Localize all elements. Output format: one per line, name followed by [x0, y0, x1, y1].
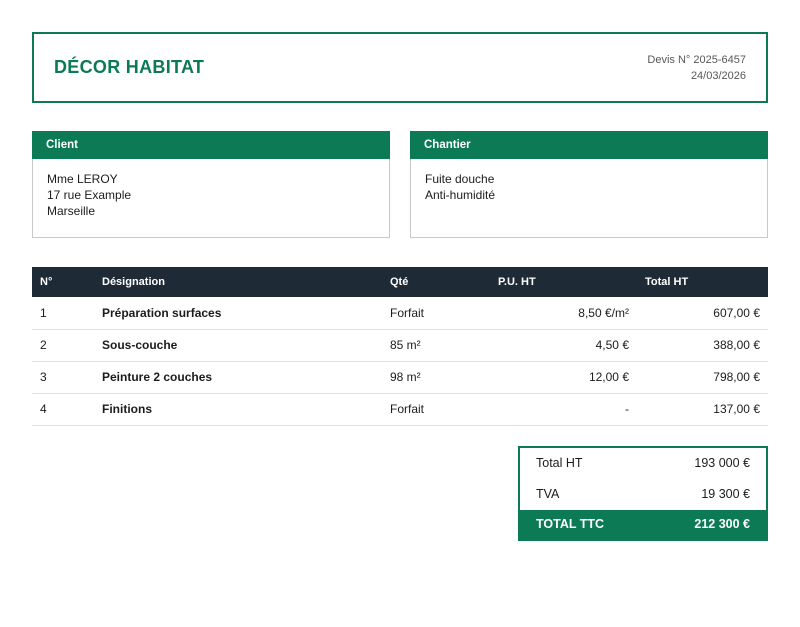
devis-meta: Devis N° 2025-6457 24/03/2026 [647, 52, 746, 84]
total-ttc-label: TOTAL TTC [536, 517, 605, 531]
total-ttc-row: TOTAL TTC 212 300 € [520, 509, 766, 539]
col-header-designation: Désignation [94, 267, 382, 297]
chantier-line-2: Anti-humidité [425, 188, 496, 202]
row-qty: Forfait [382, 393, 490, 426]
row-designation: Peinture 2 couches [94, 361, 382, 394]
devis-date: 24/03/2026 [690, 69, 746, 82]
tva-label: TVA [536, 487, 560, 501]
chantier-box-body: Fuite douche Anti-humidité [410, 159, 768, 238]
row-qty: Forfait [382, 297, 490, 330]
client-city: Marseille [47, 204, 96, 218]
client-box-body: Mme LEROY 17 rue Example Marseille [32, 159, 390, 238]
totals-box: Total HT 193 000 € TVA 19 300 € TOTAL TT… [518, 445, 768, 541]
client-box-title: Client [32, 131, 390, 159]
col-header-pu-ht: P.U. HT [490, 267, 637, 297]
devis-number: Devis N° 2025-6457 [647, 53, 746, 66]
table-row: 4 Finitions Forfait - 137,00 € [32, 393, 768, 426]
row-pu-ht: 4,50 € [490, 329, 637, 362]
items-table-header: N° Désignation Qté P.U. HT Total HT [32, 267, 768, 297]
total-ht-row: Total HT 193 000 € [520, 448, 766, 479]
row-pu-ht: - [490, 393, 637, 426]
row-pu-ht: 12,00 € [490, 361, 637, 394]
chantier-box: Chantier Fuite douche Anti-humidité [410, 131, 768, 238]
row-num: 4 [32, 393, 94, 426]
total-ht-label: Total HT [536, 456, 583, 470]
row-designation: Finitions [94, 393, 382, 426]
row-pu-ht: 8,50 €/m² [490, 297, 637, 330]
row-num: 1 [32, 297, 94, 330]
row-designation: Préparation surfaces [94, 297, 382, 330]
row-qty: 85 m² [382, 329, 490, 362]
tva-row: TVA 19 300 € [520, 479, 766, 510]
client-name: Mme LEROY [47, 172, 118, 186]
client-address: 17 rue Example [47, 188, 132, 202]
row-qty: 98 m² [382, 361, 490, 394]
col-header-total-ht: Total HT [637, 267, 768, 297]
row-total-ht: 388,00 € [637, 329, 768, 362]
chantier-line-1: Fuite douche [425, 172, 495, 186]
company-name: DÉCOR HABITAT [54, 57, 205, 77]
document-header: DÉCOR HABITAT Devis N° 2025-6457 24/03/2… [32, 32, 768, 103]
table-row: 1 Préparation surfaces Forfait 8,50 €/m²… [32, 297, 768, 330]
totals-section: Total HT 193 000 € TVA 19 300 € TOTAL TT… [32, 445, 768, 541]
total-ht-value: 193 000 € [694, 456, 750, 470]
info-row: Client Mme LEROY 17 rue Example Marseill… [32, 131, 768, 238]
total-ttc-value: 212 300 € [694, 517, 750, 531]
row-total-ht: 137,00 € [637, 393, 768, 426]
row-num: 3 [32, 361, 94, 394]
row-total-ht: 607,00 € [637, 297, 768, 330]
tva-value: 19 300 € [701, 487, 750, 501]
row-total-ht: 798,00 € [637, 361, 768, 394]
items-table: N° Désignation Qté P.U. HT Total HT 1 Pr… [32, 267, 768, 426]
table-row: 2 Sous-couche 85 m² 4,50 € 388,00 € [32, 329, 768, 362]
row-num: 2 [32, 329, 94, 362]
client-box: Client Mme LEROY 17 rue Example Marseill… [32, 131, 390, 238]
table-row: 3 Peinture 2 couches 98 m² 12,00 € 798,0… [32, 361, 768, 394]
col-header-qty: Qté [382, 267, 490, 297]
col-header-num: N° [32, 267, 94, 297]
chantier-box-title: Chantier [410, 131, 768, 159]
row-designation: Sous-couche [94, 329, 382, 362]
